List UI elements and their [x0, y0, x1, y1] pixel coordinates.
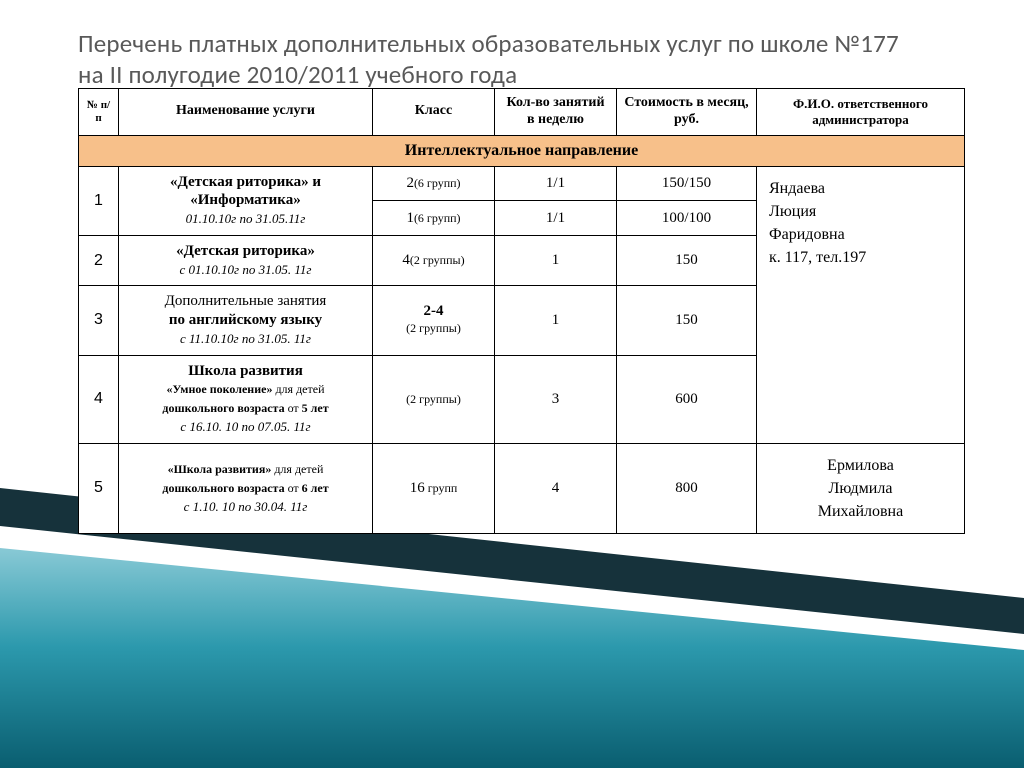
- row-cost: 150/150: [617, 166, 757, 201]
- col-header-cost: Стоимость в месяц, руб.: [617, 89, 757, 136]
- col-header-class: Класс: [373, 89, 495, 136]
- col-header-num: № п/п: [79, 89, 119, 136]
- title-line-1: Перечень платных дополнительных образова…: [78, 28, 899, 59]
- col-header-admin: Ф.И.О. ответственного администратора: [757, 89, 965, 136]
- row-name: «Школа развития» для детей дошкольного в…: [119, 443, 373, 534]
- row-cost: 150: [617, 286, 757, 355]
- row-cost: 150: [617, 235, 757, 286]
- table-row: 5 «Школа развития» для детей дошкольного…: [79, 443, 965, 534]
- section-header-row: Интеллектуальное направление: [79, 135, 965, 166]
- row-class: 1(6 групп): [373, 201, 495, 236]
- row-name: Дополнительные занятия по английскому яз…: [119, 286, 373, 355]
- row-name: «Детская риторика» с 01.10.10г по 31.05.…: [119, 235, 373, 286]
- row-class: 4(2 группы): [373, 235, 495, 286]
- col-header-occ: Кол-во занятий в неделю: [495, 89, 617, 136]
- row-class: (2 группы): [373, 355, 495, 443]
- row-cost: 600: [617, 355, 757, 443]
- row-num: 1: [79, 166, 119, 235]
- row-occ: 4: [495, 443, 617, 534]
- row-name: Школа развития «Умное поколение» для дет…: [119, 355, 373, 443]
- row-occ: 3: [495, 355, 617, 443]
- services-table: № п/п Наименование услуги Класс Кол-во з…: [78, 88, 965, 534]
- services-table-container: № п/п Наименование услуги Класс Кол-во з…: [78, 88, 964, 534]
- table-header-row: № п/п Наименование услуги Класс Кол-во з…: [79, 89, 965, 136]
- row-class: 2-4 (2 группы): [373, 286, 495, 355]
- row-num: 3: [79, 286, 119, 355]
- row-admin: Ермилова Людмила Михайловна: [757, 443, 965, 534]
- row-num: 4: [79, 355, 119, 443]
- row-name: «Детская риторика» и «Информатика» 01.10…: [119, 166, 373, 235]
- col-header-name: Наименование услуги: [119, 89, 373, 136]
- row-occ: 1/1: [495, 201, 617, 236]
- row-class: 2(6 групп): [373, 166, 495, 201]
- row-class: 16 групп: [373, 443, 495, 534]
- row-admin: Яндаева Люция Фаридовна к. 117, тел.197: [757, 166, 965, 443]
- row-occ: 1/1: [495, 166, 617, 201]
- title-line-2: на II полугодие 2010/2011 учебного года: [78, 59, 517, 90]
- row-cost: 800: [617, 443, 757, 534]
- row-occ: 1: [495, 286, 617, 355]
- row-num: 2: [79, 235, 119, 286]
- row-num: 5: [79, 443, 119, 534]
- table-row: 1 «Детская риторика» и «Информатика» 01.…: [79, 166, 965, 201]
- row-occ: 1: [495, 235, 617, 286]
- section-header: Интеллектуальное направление: [79, 135, 965, 166]
- slide-title: Перечень платных дополнительных образова…: [78, 28, 964, 91]
- row-cost: 100/100: [617, 201, 757, 236]
